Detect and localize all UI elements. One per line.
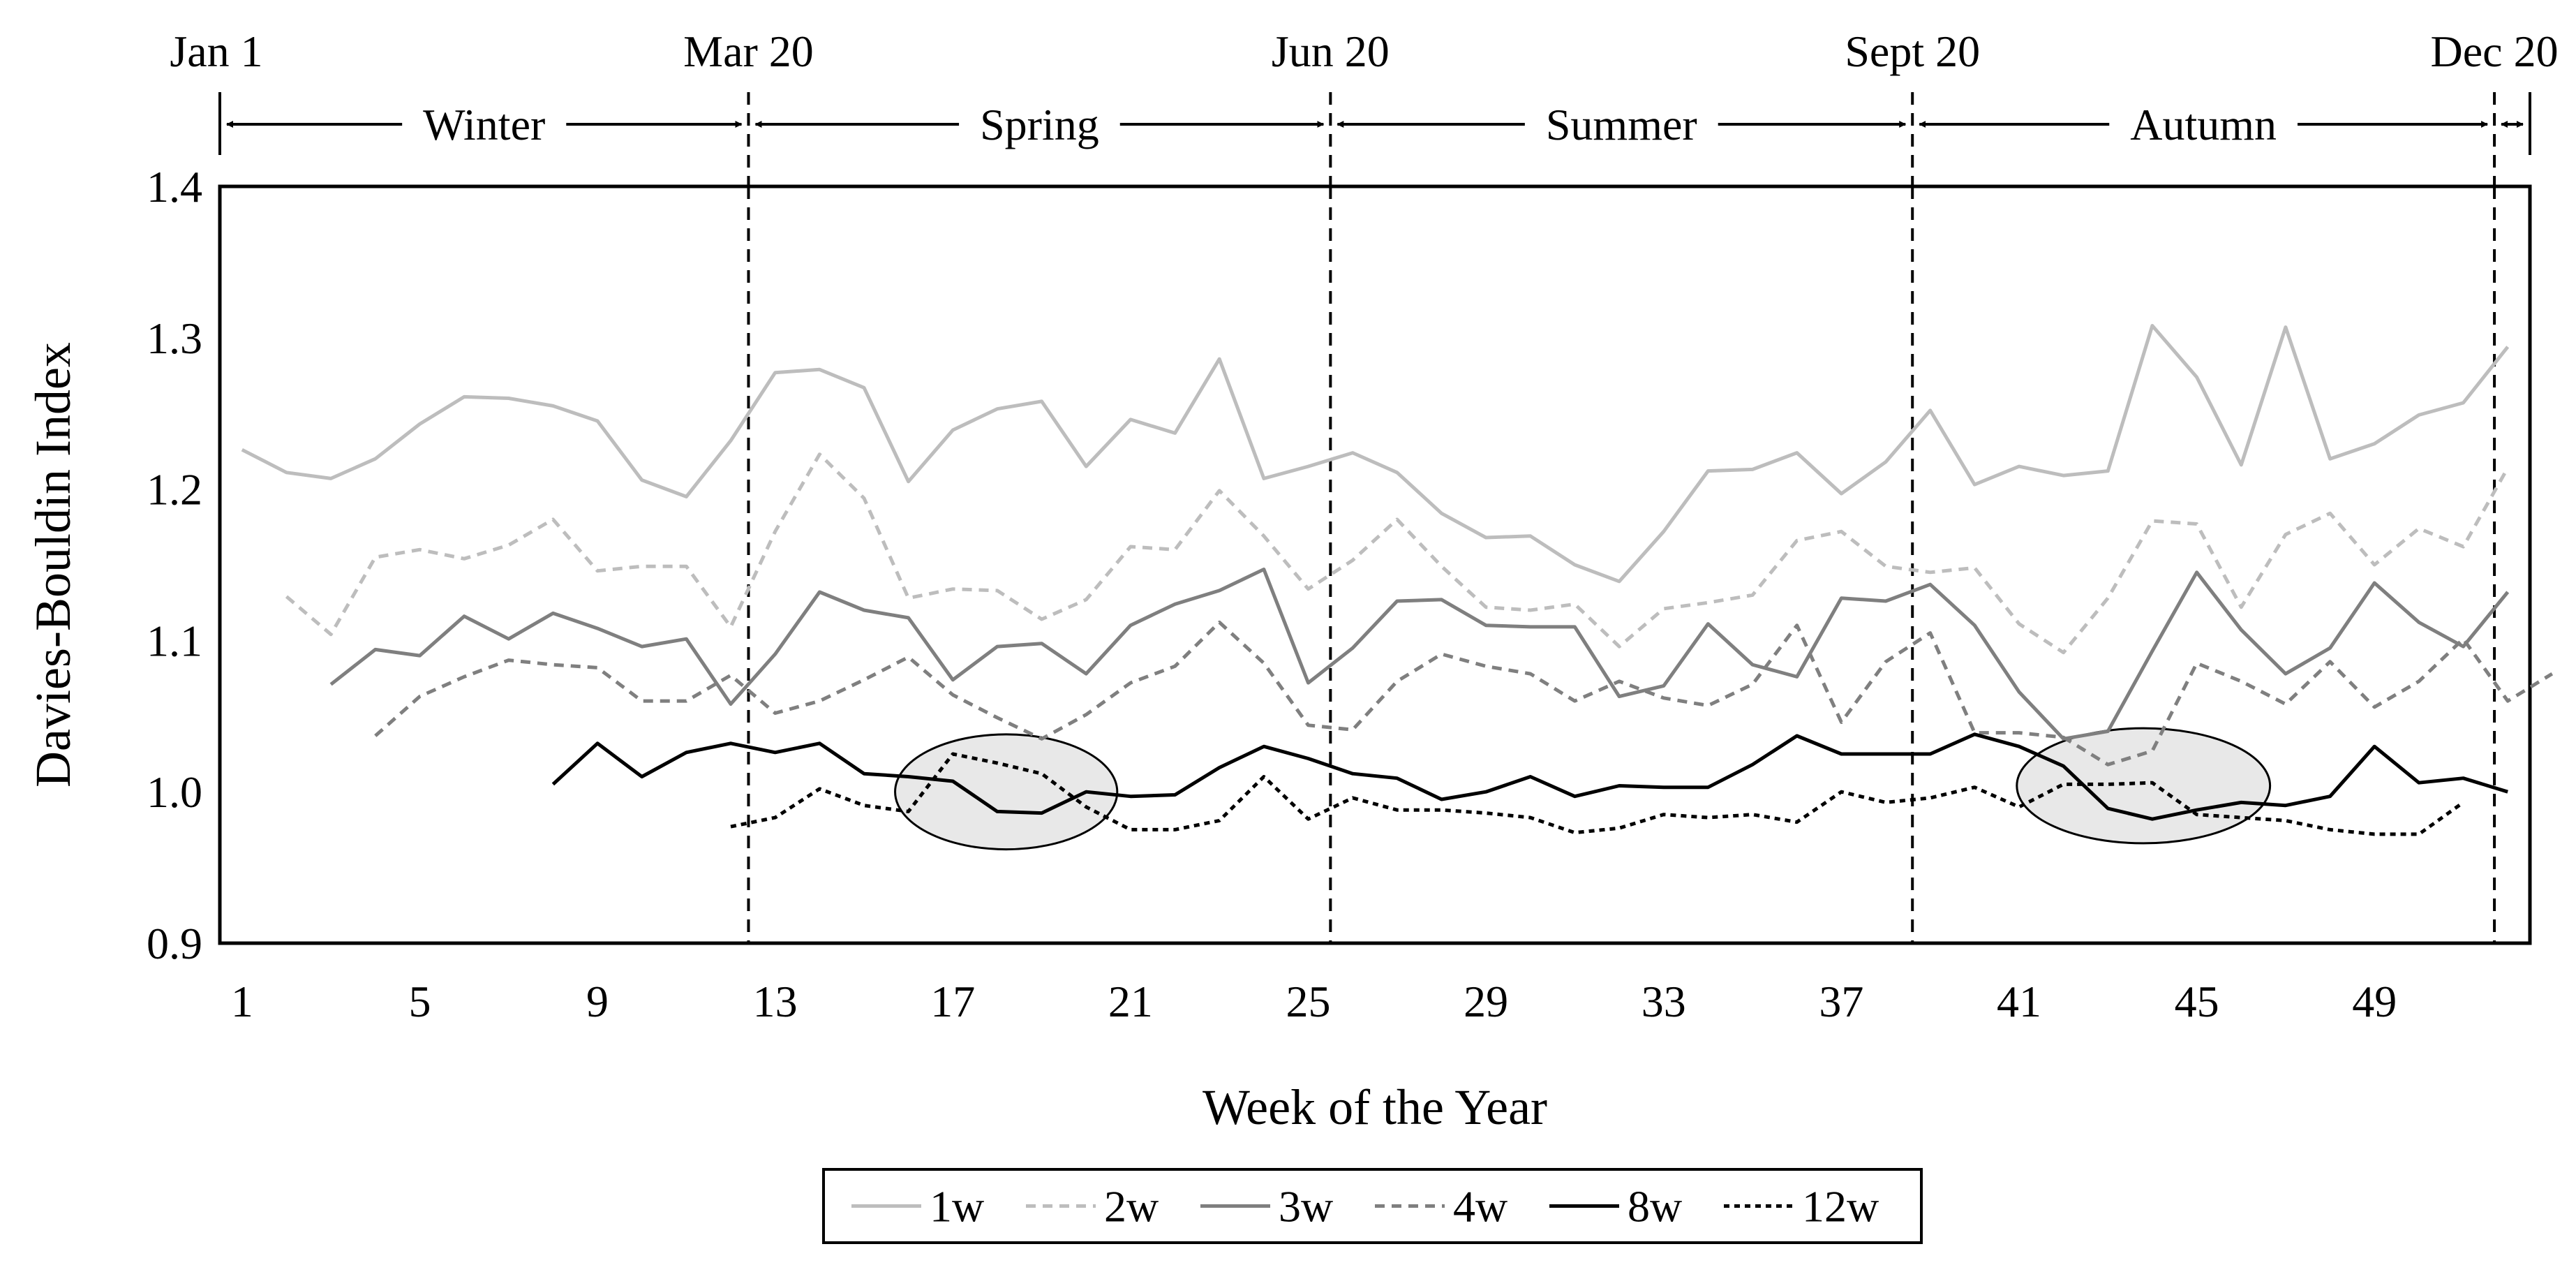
season-date-label: Jan 1 (170, 27, 262, 76)
legend-label-1w: 1w (930, 1182, 984, 1232)
season-name-label: Spring (980, 100, 1099, 149)
season-date-label: Dec 20 (2431, 27, 2559, 76)
x-tick-label: 49 (2352, 977, 2397, 1026)
x-tick-label: 17 (930, 977, 975, 1026)
season-boundary-lines (747, 186, 2496, 943)
legend-label-4w: 4w (1453, 1182, 1507, 1232)
x-tick-label: 21 (1108, 977, 1153, 1026)
axes: Davies-Bouldin Index Week of the Year 1 5… (25, 162, 2397, 1135)
y-tick-label: 1.1 (147, 616, 202, 665)
series-line-4w (374, 620, 2554, 767)
legend-label-12w: 12w (1802, 1182, 1879, 1232)
season-annotations: Jan 1 Mar 20 Jun 20 Sept 20 Dec 20 Winter Spri… (170, 27, 2559, 186)
legend-label-2w: 2w (1104, 1182, 1159, 1232)
x-tick-label: 45 (2175, 977, 2219, 1026)
y-axis-title: Davies-Bouldin Index (25, 342, 81, 787)
y-tick-label: 1.3 (147, 313, 202, 363)
series-line-8w (551, 732, 2508, 821)
data-series (241, 324, 2554, 836)
legend: 1w 2w 3w 4w 8w 12w (822, 1168, 1923, 1244)
x-tick-label: 37 (1819, 977, 1863, 1026)
x-tick-label: 41 (1997, 977, 2041, 1026)
y-tick-label: 0.9 (147, 919, 202, 968)
season-date-label: Sept 20 (1845, 27, 1980, 76)
x-tick-label: 9 (586, 977, 609, 1026)
x-tick-label: 5 (408, 977, 431, 1026)
x-tick-label: 29 (1464, 977, 1508, 1026)
x-tick-label: 1 (231, 977, 253, 1026)
season-name-label: Summer (1546, 100, 1697, 149)
legend-label-8w: 8w (1628, 1182, 1682, 1232)
season-date-label: Jun 20 (1272, 27, 1390, 76)
season-name-label: Autumn (2130, 100, 2277, 149)
y-tick-label: 1.4 (147, 162, 202, 212)
highlight-ellipse-1 (894, 733, 1119, 851)
y-tick-label: 1.2 (147, 465, 202, 515)
legend-label-3w: 3w (1279, 1182, 1333, 1232)
series-line-3w (329, 568, 2510, 741)
season-date-label: Mar 20 (683, 27, 814, 76)
x-tick-label: 25 (1286, 977, 1331, 1026)
y-tick-label: 1.0 (147, 767, 202, 817)
season-name-label: Winter (423, 100, 545, 149)
series-line-1w (241, 324, 2510, 584)
series-line-2w (285, 452, 2510, 655)
x-tick-label: 33 (1641, 977, 1686, 1026)
x-axis-title: Week of the Year (1203, 1079, 1547, 1135)
highlight-ellipse-2 (2016, 727, 2272, 845)
x-tick-label: 13 (753, 977, 798, 1026)
plot-area-frame (218, 184, 2532, 945)
